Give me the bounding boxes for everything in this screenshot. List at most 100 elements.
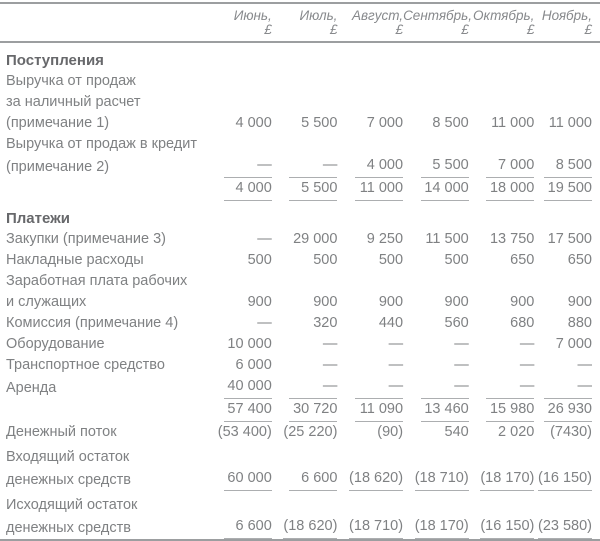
cell-value: 8 500 <box>432 115 469 131</box>
cell-value: (18 710) <box>414 468 469 491</box>
month-label: Июль, <box>299 8 338 23</box>
row-label: Выручка от продаж в кредит <box>6 136 197 152</box>
cell-value: (25 220) <box>283 424 338 440</box>
value-cell: (18 620) <box>272 516 338 540</box>
value-cell <box>469 443 535 468</box>
value-cell <box>403 134 469 155</box>
value-cell: 57 400 <box>206 399 272 422</box>
section-label: Платежи <box>6 210 70 227</box>
value-cell: 900 <box>337 292 403 313</box>
row-label: и служащих <box>6 294 87 310</box>
row-label: Закупки (примечание 3) <box>6 231 167 247</box>
currency-symbol: £ <box>584 22 592 37</box>
value-cell: 900 <box>206 292 272 313</box>
row-label: денежных средств <box>6 472 131 488</box>
cell-value: 11 000 <box>355 178 404 201</box>
table-row: Накладные расходы 500 500 500 500 650 650 <box>0 250 600 271</box>
cell-value: (53 400) <box>217 424 272 440</box>
currency-symbol: £ <box>329 22 338 37</box>
row-label: денежных средств <box>6 520 131 536</box>
value-cell: 6 600 <box>272 468 338 491</box>
cell-value: 500 <box>444 252 469 268</box>
row-label: Выручка от продаж <box>6 73 136 89</box>
value-cell <box>403 92 469 113</box>
value-cell <box>272 491 338 516</box>
value-cell: — <box>272 334 338 355</box>
value-cell <box>534 134 600 155</box>
cell-value: 540 <box>444 424 469 440</box>
cell-value: 11 500 <box>425 231 469 247</box>
cell-value: 440 <box>378 315 404 331</box>
cell-value: 500 <box>378 252 404 268</box>
row-label: Комиссия (примечание 4) <box>6 315 179 331</box>
table-row: Комиссия (примечание 4) — 320 440 560 680 880 <box>0 313 600 334</box>
value-cell: 900 <box>534 292 600 313</box>
cell-value: — <box>420 376 469 399</box>
row-label: Денежный поток <box>6 424 117 440</box>
value-cell: (23 580) <box>534 516 600 540</box>
value-cell <box>337 491 403 516</box>
value-cell: 17 500 <box>534 229 600 250</box>
value-cell: — <box>403 334 469 355</box>
value-cell: 11 000 <box>469 113 535 134</box>
value-cell: (90) <box>337 422 403 443</box>
value-cell: — <box>403 376 469 399</box>
cell-value: — <box>355 376 404 399</box>
cell-value: 14 000 <box>420 178 469 201</box>
header-spacer <box>0 3 207 43</box>
cell-value: 650 <box>510 252 535 268</box>
cell-value: 6 000 <box>235 357 272 373</box>
table-row: Транспортное средство 6 000 — — — — — <box>0 355 600 376</box>
value-cell <box>337 443 403 468</box>
value-cell: — <box>403 355 469 376</box>
value-cell <box>206 92 272 113</box>
cell-value: 26 930 <box>544 399 592 422</box>
cell-value: 19 500 <box>544 178 592 201</box>
cell-value: 2 020 <box>498 424 535 440</box>
value-cell <box>272 92 338 113</box>
value-cell: — <box>469 355 535 376</box>
currency-symbol: £ <box>526 22 535 37</box>
cell-value: 10 000 <box>227 336 272 352</box>
cell-value: — <box>257 315 272 331</box>
value-cell <box>337 271 403 292</box>
table-row: Исходящий остаток <box>0 491 600 516</box>
value-cell: 9 250 <box>337 229 403 250</box>
value-cell <box>272 71 338 92</box>
table-row: Выручка от продаж <box>0 71 600 92</box>
cell-value: 900 <box>444 294 469 310</box>
value-cell <box>206 271 272 292</box>
table-row: за наличный расчет <box>0 92 600 113</box>
cell-value: 11 000 <box>491 115 535 131</box>
value-cell: 900 <box>403 292 469 313</box>
value-cell: 4 000 <box>206 113 271 134</box>
table-row: (примечание 2) — — 4 000 5 500 7 000 8 500 <box>0 155 600 178</box>
section-row: Платежи <box>0 201 600 229</box>
value-cell: 320 <box>272 313 337 334</box>
cell-value: 6 600 <box>289 468 338 491</box>
cell-value: 13 460 <box>420 399 469 422</box>
value-cell: 500 <box>403 250 469 271</box>
value-cell: (18 620) <box>337 468 404 491</box>
value-cell: 7 000 <box>337 113 403 134</box>
table-row: и служащих 900 900 900 900 900 900 <box>0 292 600 313</box>
value-cell: — <box>469 376 535 399</box>
value-cell: 5 500 <box>272 113 337 134</box>
value-cell: 14 000 <box>403 178 469 201</box>
value-cell <box>403 443 469 468</box>
cell-value: 5 500 <box>420 155 469 178</box>
cell-value: — <box>519 336 535 352</box>
table-row: 57 400 30 720 11 090 13 460 15 980 26 930 <box>0 399 600 422</box>
cell-value: — <box>257 231 272 247</box>
value-cell <box>469 134 535 155</box>
value-cell: 500 <box>272 250 337 271</box>
table-header-row: Июнь, £ Июль, £ Август, £ Сентябрь, £ Октябрь, £ Н… <box>0 3 600 43</box>
value-cell <box>534 92 600 113</box>
cell-value: — <box>544 376 592 399</box>
value-cell: (16 150) <box>534 468 600 491</box>
value-cell <box>337 134 403 155</box>
cell-value: 7 000 <box>366 115 404 131</box>
value-cell: 650 <box>469 250 535 271</box>
cell-value: — <box>486 376 535 399</box>
value-cell: 500 <box>206 250 272 271</box>
